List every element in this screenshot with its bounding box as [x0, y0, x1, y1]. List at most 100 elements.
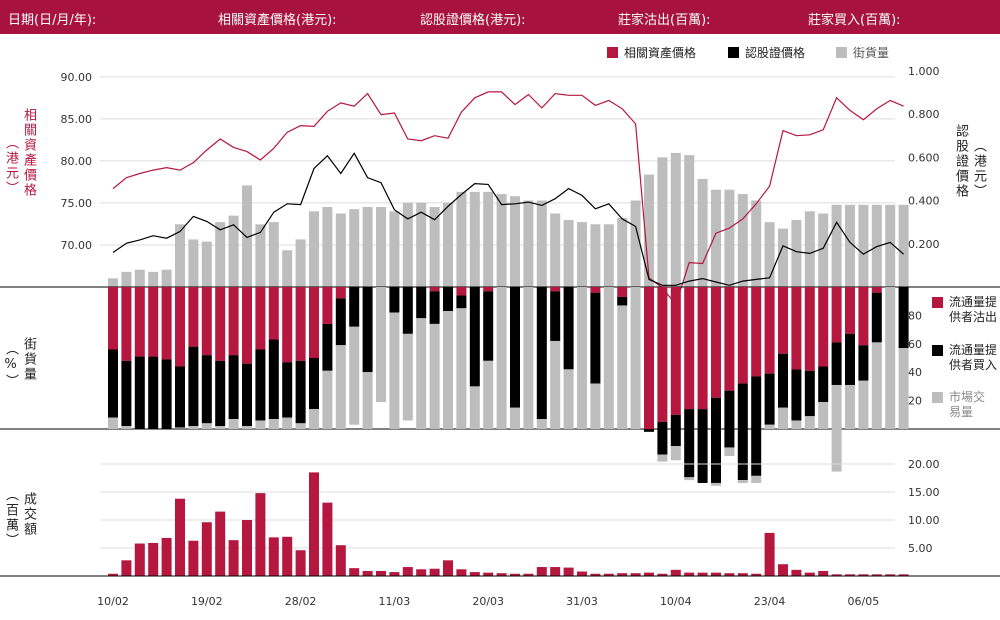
- turnover-bar: [134, 543, 145, 576]
- outstanding-bar: [362, 207, 373, 287]
- lp-sell-bar: [282, 287, 293, 363]
- turnover-bar: [778, 564, 788, 576]
- market-volume-bar: [362, 372, 373, 429]
- outstanding-bar: [443, 202, 453, 287]
- turnover-bar: [389, 572, 400, 576]
- x-axis-tick-label: 10/02: [97, 595, 129, 608]
- outstanding-bar: [711, 189, 721, 287]
- turnover-bar: [563, 567, 574, 576]
- market-volume-bar: [268, 419, 279, 429]
- market-volume-bar: [108, 417, 118, 429]
- outstanding-bar: [670, 152, 681, 287]
- lp-sell-bar: [242, 287, 252, 364]
- market-volume-bar: [670, 446, 681, 461]
- outstanding-bar: [175, 224, 185, 287]
- outstanding-axis-unit: （%）: [3, 342, 18, 389]
- header-bar: 日期(日/月/年): 相關資產價格(港元): 認股證價格(港元): 莊家沽出(百…: [0, 0, 1000, 34]
- market-volume-bar: [871, 342, 882, 429]
- right-axis-tick-label: 0.600: [908, 151, 940, 164]
- outstanding-bar: [778, 228, 788, 287]
- market-volume-bar: [255, 420, 266, 429]
- outstanding-axis-title: （%） 街貨量: [2, 330, 68, 389]
- turnover-bar: [309, 472, 319, 576]
- asset-price-label: 相關資產價格(港元):: [218, 13, 337, 28]
- warrant-price-label: 認股證價格(港元):: [420, 13, 526, 28]
- turnover-axis-tick-label: 20.00: [908, 458, 940, 471]
- asset-price-axis-title: （港元） 相關資產價格: [2, 108, 132, 198]
- turnover-bar: [630, 573, 641, 576]
- lp-sell-bar: [831, 287, 842, 343]
- market-volume-bar: [376, 287, 386, 403]
- market-volume-bar: [483, 360, 494, 429]
- legend-swatch-warrant: [728, 47, 739, 58]
- lp-sell-bar: [764, 287, 775, 374]
- outstanding-bar: [684, 155, 695, 287]
- lp-buy-bar: [175, 366, 185, 428]
- market-volume-bar: [215, 426, 226, 429]
- lp-sell-bar: [268, 287, 279, 340]
- lp-buy-bar: [362, 287, 373, 373]
- lp-sell-bar: [108, 287, 118, 350]
- lp-buy-bar: [429, 291, 440, 324]
- turnover-bar: [402, 567, 413, 576]
- lp-buy-bar: [215, 360, 226, 427]
- legend-market-volume: 市場交易量: [932, 390, 989, 420]
- legend-asset-text: 相關資產價格: [624, 46, 697, 60]
- lp-sell-bar: [201, 287, 212, 356]
- x-axis-tick-label: 23/04: [754, 595, 786, 608]
- market-volume-bar: [228, 419, 239, 429]
- lp-buy-bar: [831, 342, 842, 385]
- turnover-bar: [804, 572, 815, 576]
- turnover-axis-tick-label: 5.00: [908, 542, 933, 555]
- outstanding-bar: [376, 207, 386, 287]
- outstanding-bar: [898, 204, 909, 287]
- market-volume-bar: [563, 369, 574, 429]
- asset-price-axis-unit: （港元）: [3, 136, 18, 196]
- outstanding-bar: [121, 271, 132, 287]
- turnover-bar: [550, 567, 561, 576]
- lp-sell-bar: [697, 287, 708, 410]
- outstanding-bar: [282, 250, 293, 287]
- market-volume-bar: [322, 370, 333, 429]
- asset-price-line: [112, 91, 904, 306]
- legend-market-volume-text: 市場交易量: [949, 390, 986, 419]
- turnover-bar: [751, 573, 762, 576]
- turnover-bar: [577, 571, 587, 576]
- outstanding-bar: [536, 200, 547, 287]
- market-volume-bar: [282, 417, 293, 429]
- market-volume-bar: [791, 420, 802, 429]
- turnover-bar: [791, 569, 802, 576]
- lp-sell-bar: [148, 287, 159, 357]
- lp-sell-bar: [791, 287, 802, 370]
- outstanding-bar: [242, 185, 252, 287]
- lp-buy-bar: [242, 363, 252, 427]
- market-volume-bar: [443, 311, 453, 429]
- left-axis-tick-label: 85.00: [61, 113, 93, 126]
- market-volume-bar: [550, 340, 561, 429]
- market-volume-bar: [402, 333, 413, 421]
- lp-buy-bar: [711, 397, 721, 483]
- outstanding-bar: [764, 222, 775, 287]
- legend-warrant: 認股證價格: [728, 44, 805, 61]
- lp-buy-bar: [402, 287, 413, 334]
- outstanding-bar: [577, 222, 587, 287]
- market-maker-sell-label: 莊家沽出(百萬):: [618, 13, 711, 28]
- market-volume-bar: [349, 326, 360, 425]
- outstanding-bar: [335, 213, 346, 287]
- turnover-bar: [523, 573, 534, 576]
- turnover-bar: [416, 569, 427, 576]
- market-volume-bar: [858, 380, 869, 429]
- market-volume-bar: [242, 426, 252, 429]
- lp-sell-bar: [845, 287, 855, 334]
- lp-sell-bar: [215, 287, 226, 361]
- lp-buy-bar: [697, 409, 708, 483]
- outstanding-bar: [295, 239, 306, 287]
- outstanding-bar: [657, 157, 668, 287]
- outstanding-bar: [349, 209, 360, 287]
- lp-buy-bar: [871, 292, 882, 343]
- market-volume-bar: [536, 419, 547, 429]
- turnover-bar: [282, 536, 293, 576]
- lp-buy-bar: [322, 323, 333, 371]
- outstanding-bar: [255, 224, 266, 287]
- middle-axis-tick-label: 60: [908, 338, 922, 351]
